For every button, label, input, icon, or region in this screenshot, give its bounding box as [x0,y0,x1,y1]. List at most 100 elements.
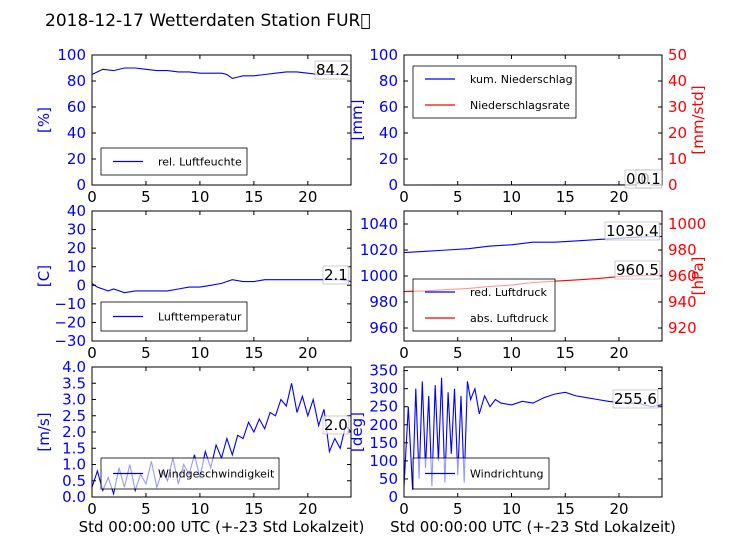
y-tick-label: 3.0 [62,391,86,409]
y-tick-label: −30 [54,332,86,350]
y2-tick-label: 980 [668,241,697,259]
x-tick-label: 15 [244,500,263,518]
x-tick-label: 15 [556,344,575,362]
legend-box [412,65,577,119]
y-axis-label: [C] [35,265,53,287]
y-tick-label: 300 [369,380,398,398]
x-tick-label: 5 [141,500,151,518]
x-tick-label: 0 [87,188,97,206]
x-tick-label: 15 [244,344,263,362]
y-tick-label: 0.0 [62,488,86,506]
legend-entry: Windgeschwindigkeit [158,468,275,481]
latest-value-label: 2.0 [324,416,348,434]
latest-value-box [614,260,661,280]
y-tick-label: 350 [369,362,398,380]
legend-box [412,278,556,332]
y2-axis-label: [hPa] [689,257,707,296]
y-tick-label: 4.0 [62,358,86,376]
y-tick-label: 10 [67,258,86,276]
y2-tick-label: 20 [668,124,687,142]
x-tick-label: 20 [609,344,628,362]
y-axis-label: [deg] [348,412,366,452]
y-tick-label: 40 [67,202,86,220]
x-tick-label: 0 [87,500,97,518]
y2-tick-label: 960 [668,267,697,285]
y-tick-label: 150 [369,434,398,452]
y-axis-label: [m/s] [35,412,53,451]
latest-value-box [322,265,350,285]
plot-frame [91,210,352,342]
y-tick-label: 20 [67,239,86,257]
x-tick-label: 20 [298,500,317,518]
x-tick-label: 10 [502,344,521,362]
y-tick-label: 40 [379,124,398,142]
y-tick-label: 60 [379,98,398,116]
x-tick-label: 10 [502,188,521,206]
x-tick-label: 5 [453,344,463,362]
x-tick-label: 10 [190,344,209,362]
y-tick-label: 0 [388,176,398,194]
x-axis-label: Std 00:00:00 UTC (+-23 Std Lokalzeit) [79,518,365,536]
legend-entry: rel. Luftfeuchte [158,156,242,169]
latest-value-box [612,389,659,409]
latest-value-box [604,221,660,241]
y-tick-label: 30 [67,221,86,239]
y-tick-label: 100 [369,452,398,470]
y-tick-label: 20 [67,150,86,168]
y-tick-label: −20 [54,313,86,331]
x-axis-label: Std 00:00:00 UTC (+-23 Std Lokalzeit) [390,518,676,536]
y2-tick-label: 50 [668,46,687,64]
y-tick-label: 3.5 [62,374,86,392]
y-tick-label: 1020 [360,241,398,259]
figure-title: 2018-12-17 Wetterdaten Station FUR  [45,11,371,31]
latest-value-label: 2.1 [324,266,348,284]
y-tick-label: 2.5 [62,407,86,425]
x-tick-label: 20 [609,188,628,206]
series-line-1 [92,67,351,79]
y-tick-label: 40 [67,124,86,142]
legend-entry: Niederschlagsrate [470,99,570,112]
y-tick-label: 100 [369,46,398,64]
y-tick-label: 1.5 [62,439,86,457]
y-tick-label: 0 [76,276,86,294]
x-tick-label: 5 [453,188,463,206]
y2-tick-label: 1000 [668,215,706,233]
y-tick-label: 2.0 [62,423,86,441]
legend-entry: red. Luftdruck [470,286,547,299]
y-tick-label: 960 [369,319,398,337]
y-tick-label: 60 [67,98,86,116]
y-tick-label: 80 [379,72,398,90]
y-tick-label: 1000 [360,267,398,285]
latest-value-box [322,415,350,435]
x-tick-label: 5 [141,188,151,206]
x-tick-label: 15 [556,188,575,206]
y-axis-label: [%] [35,107,53,133]
x-tick-label: 0 [399,188,409,206]
x-tick-label: 15 [244,188,263,206]
legend-entry: Lufttemperatur [158,311,242,324]
y2-tick-label: 40 [668,72,687,90]
y2-tick-label: 920 [668,319,697,337]
x-tick-label: 0 [399,344,409,362]
legend-entry: Windrichtung [470,468,543,481]
latest-value-box [635,169,663,189]
x-tick-label: 20 [609,500,628,518]
y-tick-label: 20 [379,150,398,168]
y-tick-label: 980 [369,293,398,311]
legend-entry: kum. Niederschlag [470,73,573,86]
latest-value-label: 84.2 [316,61,349,79]
y-tick-label: 50 [379,470,398,488]
x-tick-label: 10 [190,500,209,518]
y-tick-label: 80 [67,72,86,90]
plot-frame [91,54,352,186]
y-tick-label: 0 [388,488,398,506]
y-tick-label: 100 [57,46,86,64]
y2-tick-label: 30 [668,98,687,116]
y-tick-label: 0.5 [62,472,86,490]
y2-axis-label: [mm/std] [689,85,707,154]
y2-tick-label: 0 [668,176,678,194]
y-axis-label: [mm] [348,100,366,141]
x-tick-label: 5 [453,500,463,518]
